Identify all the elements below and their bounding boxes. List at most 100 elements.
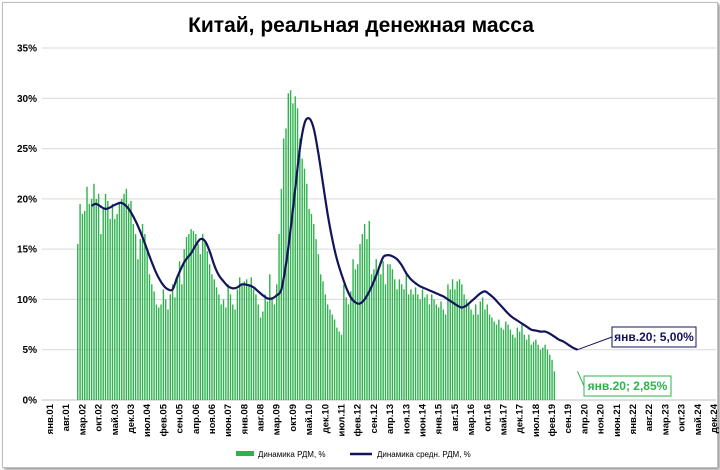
x-tick-label: ноя.20 — [596, 404, 607, 434]
bar — [375, 259, 377, 400]
bar — [139, 239, 141, 400]
x-tick-label: янв.01 — [45, 403, 56, 434]
bar — [322, 281, 324, 400]
x-tick-label: мар.09 — [272, 404, 283, 435]
bar — [324, 294, 327, 400]
annotation-box-current — [583, 375, 672, 397]
bar — [539, 349, 542, 400]
bar — [414, 287, 417, 400]
bar — [299, 138, 301, 400]
bar — [514, 337, 516, 400]
bar — [95, 198, 97, 400]
bar — [475, 304, 477, 400]
x-tick-label: ноя.13 — [401, 404, 412, 434]
bar — [495, 324, 498, 400]
bar — [343, 284, 345, 400]
bar — [315, 239, 317, 400]
bar — [292, 103, 294, 400]
bar — [384, 284, 387, 400]
bar — [319, 274, 322, 400]
bar — [424, 297, 426, 400]
annotation-box-average — [611, 326, 697, 348]
bar — [79, 203, 81, 400]
bar — [215, 287, 218, 400]
y-tick-label: 15% — [17, 245, 37, 256]
bar — [481, 297, 484, 400]
x-tick-label: мар.16 — [466, 404, 477, 435]
bar — [419, 299, 421, 400]
bar — [512, 334, 514, 400]
bar — [387, 264, 389, 400]
y-tick-label: 5% — [23, 345, 38, 356]
bar — [553, 371, 556, 400]
x-tick-label: дек.10 — [320, 404, 331, 433]
annotation-label-average: янв.20; 5,00% — [614, 330, 694, 344]
bar — [259, 317, 262, 400]
bar — [116, 213, 118, 400]
y-tick-label: 35% — [17, 44, 37, 55]
legend-swatch-bars — [236, 451, 254, 456]
bar — [505, 321, 507, 400]
x-tick-label: янв.08 — [239, 404, 250, 434]
x-tick-label: янв.15 — [434, 403, 445, 434]
bar — [104, 193, 107, 400]
bar — [366, 239, 368, 400]
bar — [449, 289, 451, 400]
bar — [507, 324, 509, 400]
x-tick-label: мар.02 — [77, 404, 88, 435]
bar — [158, 307, 160, 400]
bar — [442, 309, 445, 400]
annotations: янв.20; 5,00% янв.20; 2,85% — [577, 326, 697, 397]
x-tick-label: авг.15 — [450, 403, 461, 431]
bar — [359, 244, 361, 400]
bar — [252, 289, 255, 400]
bar — [326, 304, 329, 400]
bar — [289, 90, 292, 401]
bar-series — [77, 90, 556, 401]
bar — [204, 241, 206, 400]
x-tick-label: май.10 — [304, 404, 315, 435]
x-axis: янв.01 авг.01 мар.02 окт.02 май.03 дек.03 июл.… — [45, 403, 720, 437]
bar — [218, 294, 220, 400]
bar — [373, 269, 375, 400]
bar — [394, 279, 396, 400]
bar — [426, 294, 428, 400]
bar — [370, 274, 373, 400]
x-tick-label: сен.05 — [175, 403, 186, 433]
bar — [518, 331, 521, 400]
bar — [303, 168, 306, 400]
bar — [109, 218, 111, 400]
bar — [317, 254, 320, 400]
annotation-label-current: янв.20; 2,85% — [588, 379, 668, 393]
x-tick-label: янв.22 — [628, 404, 639, 434]
bar — [262, 311, 264, 400]
bar — [134, 234, 137, 400]
bar — [132, 224, 134, 400]
bar — [407, 294, 410, 400]
bar — [363, 224, 366, 400]
bar — [208, 264, 211, 400]
bar — [100, 234, 102, 400]
bar — [114, 218, 116, 400]
line-series — [91, 117, 578, 351]
x-tick-label: дек.03 — [126, 404, 137, 433]
bar — [389, 264, 391, 400]
bar — [465, 299, 468, 400]
bar — [227, 284, 229, 400]
bar — [229, 294, 232, 400]
bar — [454, 289, 456, 400]
bar — [162, 289, 165, 400]
bar — [222, 299, 225, 400]
bar — [382, 261, 384, 400]
annotation-leader-average — [577, 336, 613, 351]
x-tick-label: ноя.06 — [207, 404, 218, 434]
x-tick-label: окт.23 — [677, 404, 688, 432]
y-tick-label: 25% — [17, 144, 37, 155]
bar — [479, 301, 482, 400]
bar — [232, 304, 234, 400]
bar — [301, 158, 303, 400]
bar — [530, 344, 532, 400]
bar — [185, 237, 188, 400]
bar — [97, 193, 100, 400]
bar — [542, 347, 544, 400]
